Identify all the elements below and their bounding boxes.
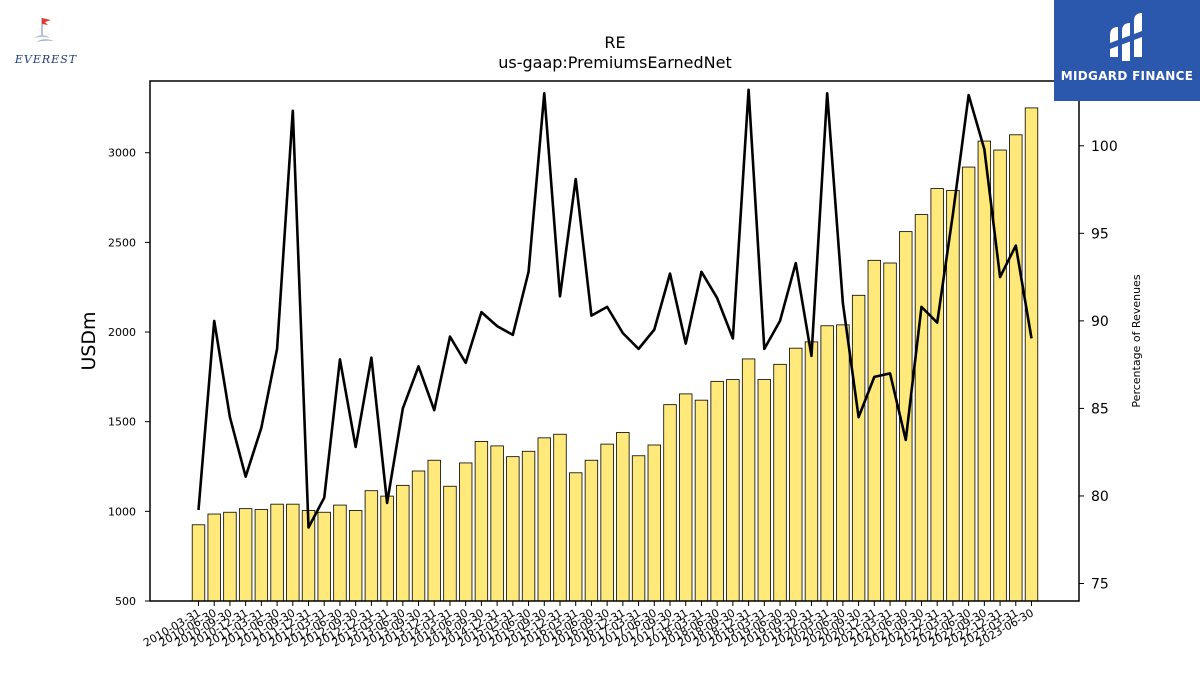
bar-2013-09-30 (411, 470, 426, 602)
bar-2015-12-31 (553, 433, 567, 602)
bar-2018-03-31 (694, 399, 709, 602)
plot-frame (149, 80, 1080, 602)
everest-logo (4, 12, 88, 72)
midgard-finance-logo: MIDGARD FINANCE (1054, 0, 1200, 101)
bar-2010-06-30 (207, 513, 221, 602)
y-tick-label-500: 500 (115, 595, 136, 608)
bar-2023-03-31 (1009, 134, 1023, 602)
midgard-wordmark: MIDGARD FINANCE (1060, 69, 1194, 83)
bar-2021-03-31 (883, 262, 897, 602)
y-tick-label-2500: 2500 (108, 236, 136, 249)
bar-2018-09-30 (726, 379, 740, 602)
bar-2014-03-31 (443, 485, 457, 602)
flag-mountain-icon (34, 18, 54, 42)
bar-2021-12-31 (930, 188, 944, 602)
bar-2018-12-31 (741, 358, 756, 602)
bar-2017-03-31 (631, 455, 646, 602)
line-series (197, 88, 1033, 529)
bar-2015-03-31 (506, 456, 520, 602)
y2-axis-label: Percentage of Revenues (1130, 274, 1143, 407)
percentage-line (197, 88, 1033, 529)
bar-2015-09-30 (537, 437, 551, 602)
bar-series (191, 107, 1039, 602)
bar-2020-03-31 (820, 325, 834, 602)
bar-2017-12-31 (679, 393, 693, 602)
bar-2019-03-31 (757, 379, 771, 602)
y2-tick-label-90: 90 (1091, 314, 1109, 330)
bar-2019-09-30 (789, 347, 803, 602)
bar-2010-09-30 (223, 511, 237, 602)
chart-title: RE (604, 33, 625, 52)
y2-tick-label-80: 80 (1091, 489, 1109, 505)
bar-2010-03-31 (191, 524, 206, 602)
bar-2012-09-30 (348, 510, 363, 602)
bar-2020-12-31 (867, 259, 882, 602)
bar-2015-06-30 (521, 450, 536, 602)
bar-2011-09-30 (286, 503, 300, 602)
bar-2022-06-30 (961, 166, 976, 602)
bar-2013-06-30 (396, 484, 410, 602)
bar-2010-12-31 (238, 508, 253, 602)
bar-2012-03-31 (317, 511, 331, 602)
everest-wordmark: EVEREST (14, 53, 78, 66)
bar-2017-09-30 (663, 404, 677, 602)
bar-2016-03-31 (569, 472, 583, 602)
y-tick-label-1000: 1000 (108, 505, 136, 518)
y-tick-label-1500: 1500 (108, 416, 136, 429)
bar-2019-06-30 (773, 363, 787, 602)
y2-tick-label-75: 75 (1091, 576, 1109, 592)
bar-2023-06-30 (1024, 107, 1039, 602)
bar-2014-09-30 (474, 441, 489, 602)
bar-2022-12-31 (993, 149, 1007, 602)
bar-2019-12-31 (804, 341, 819, 602)
bar-2021-09-30 (914, 214, 929, 602)
y2-tick-label-95: 95 (1091, 226, 1109, 242)
midgard-mark-icon (1110, 13, 1142, 61)
bar-2016-12-31 (616, 432, 630, 602)
bar-2016-09-30 (600, 443, 614, 602)
bar-2020-06-30 (836, 324, 850, 602)
x-axis: 2010-03-312010-06-302010-09-302010-12-31… (141, 601, 1036, 650)
bar-2013-12-31 (427, 459, 441, 602)
bar-2012-06-30 (333, 504, 347, 602)
y2-tick-label-85: 85 (1091, 401, 1109, 417)
bar-2016-06-30 (584, 459, 599, 602)
chart-subtitle: us-gaap:PremiumsEarnedNet (498, 53, 732, 72)
y-tick-label-3000: 3000 (108, 147, 136, 160)
bar-2022-09-30 (977, 140, 992, 602)
y2-tick-label-100: 100 (1091, 139, 1118, 155)
bar-2018-06-30 (710, 380, 724, 602)
bar-2011-06-30 (270, 503, 284, 602)
bar-2020-09-30 (851, 294, 866, 602)
y-tick-label-2000: 2000 (108, 326, 136, 339)
y-axis-left: 500 1000 1500 2000 2500 3000 (108, 147, 150, 608)
bar-2013-03-31 (380, 495, 394, 602)
bar-2011-03-31 (254, 509, 269, 602)
bar-2014-12-31 (490, 445, 504, 602)
bar-2014-06-30 (458, 462, 473, 602)
y-axis-label: USDm (78, 311, 100, 370)
bar-2012-12-31 (364, 490, 379, 602)
y-axis-right: 75 80 85 90 95 100 (1079, 139, 1118, 592)
bar-2017-06-30 (647, 444, 661, 602)
